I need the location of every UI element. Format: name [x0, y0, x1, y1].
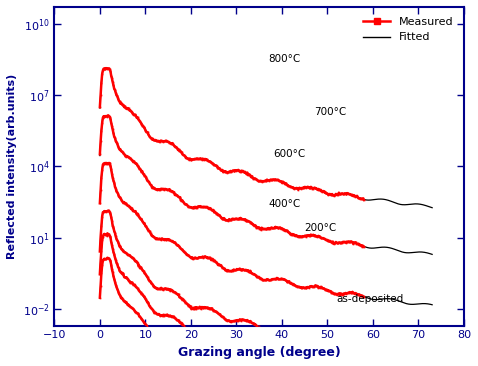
- Text: 700°C: 700°C: [314, 107, 346, 117]
- Y-axis label: Reflected intensity(arb.units): Reflected intensity(arb.units): [7, 74, 17, 259]
- Legend: Measured, Fitted: Measured, Fitted: [358, 12, 458, 47]
- Text: 200°C: 200°C: [304, 223, 337, 233]
- Text: 400°C: 400°C: [268, 199, 301, 209]
- Text: 600°C: 600°C: [273, 149, 305, 160]
- Text: 800°C: 800°C: [268, 54, 301, 64]
- X-axis label: Grazing angle (degree): Grazing angle (degree): [178, 346, 340, 359]
- Text: as-deposited: as-deposited: [337, 295, 404, 305]
